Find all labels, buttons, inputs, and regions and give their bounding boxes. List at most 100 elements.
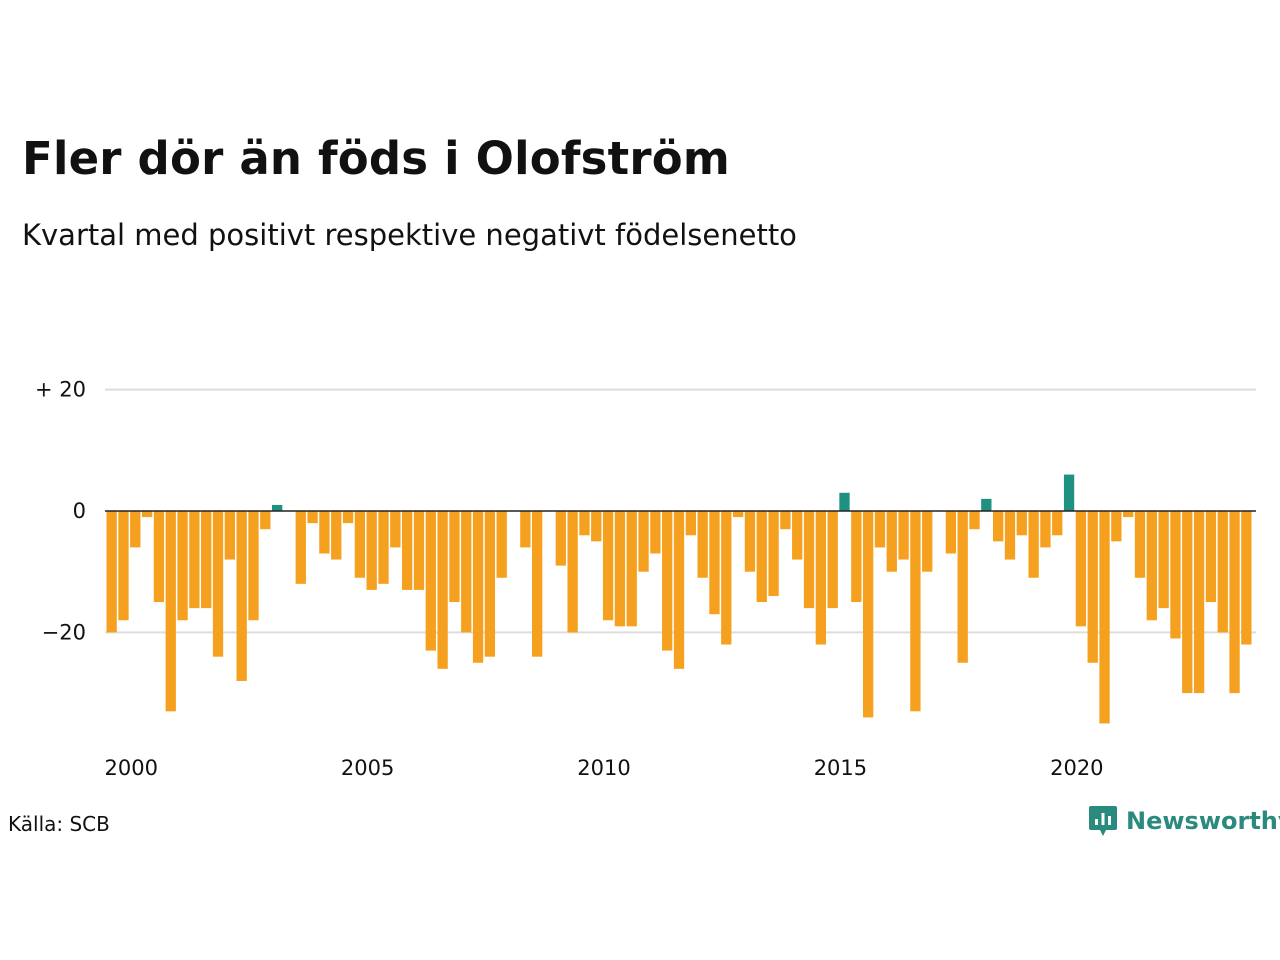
- bar-negative: [201, 511, 212, 609]
- bar-negative: [626, 511, 637, 627]
- bar-negative: [331, 511, 342, 560]
- bar-negative: [591, 511, 602, 542]
- bar-negative: [862, 511, 874, 718]
- bar-negative: [851, 511, 862, 603]
- bar-negative: [1170, 511, 1181, 639]
- bar-negative: [1146, 511, 1157, 621]
- bar-negative: [969, 511, 980, 530]
- bar-negative: [1040, 511, 1051, 548]
- newsworthy-logo-icon: [1089, 806, 1117, 836]
- bar-negative: [260, 511, 271, 530]
- bar-negative: [248, 511, 259, 621]
- bar-negative: [1205, 511, 1217, 603]
- bar-negative: [1052, 511, 1063, 536]
- bar-negative: [922, 511, 933, 572]
- bar-positive: [271, 504, 283, 511]
- bar-negative: [874, 511, 886, 548]
- y-tick-label: + 20: [35, 378, 86, 402]
- bar-negative: [768, 511, 779, 596]
- bar-negative: [437, 511, 448, 669]
- bar-negative: [413, 511, 425, 590]
- y-tick-label: 0: [73, 499, 86, 523]
- bar-negative: [106, 511, 117, 633]
- bar-negative: [165, 511, 176, 712]
- brand-name: Newsworthy: [1126, 807, 1280, 835]
- bar-negative: [484, 511, 496, 657]
- bar-negative: [898, 511, 909, 560]
- bar-negative: [153, 511, 165, 603]
- bar-negative: [1134, 511, 1146, 578]
- y-tick-label: −20: [42, 620, 86, 644]
- bar-negative: [910, 511, 921, 712]
- bar-negative: [662, 511, 673, 651]
- bar-negative: [118, 511, 129, 621]
- bar-negative: [141, 511, 153, 518]
- chart-subtitle: Kvartal med positivt respektive negativt…: [22, 218, 797, 252]
- bar-negative: [792, 511, 803, 560]
- bar-negative: [1075, 511, 1087, 627]
- bar-negative: [803, 511, 815, 609]
- bar-negative: [1158, 511, 1169, 609]
- y-tick-labels: + 20 0 −20: [35, 378, 86, 645]
- bar-negative: [614, 511, 626, 627]
- bar-negative: [342, 511, 354, 524]
- x-tick-label: 2015: [814, 756, 867, 780]
- bar-negative: [945, 511, 957, 554]
- x-tick-label: 2005: [341, 756, 394, 780]
- bar-positive: [1063, 474, 1075, 511]
- bar-negative: [1099, 511, 1110, 724]
- bar-negative: [1111, 511, 1122, 542]
- bar-negative: [378, 511, 389, 584]
- bar-negative: [532, 511, 543, 657]
- bar-negative: [319, 511, 330, 554]
- bar-negative: [520, 511, 531, 548]
- bar-negative: [1229, 511, 1240, 694]
- bar-negative: [827, 511, 838, 609]
- bar-negative: [189, 511, 200, 609]
- x-tick-label: 2000: [105, 756, 158, 780]
- bar-chart: + 20 0 −20 2000 2005 2010 2015 2020: [35, 378, 1256, 780]
- bar-negative: [295, 511, 306, 584]
- bar-negative: [390, 511, 401, 548]
- bar-negative: [1087, 511, 1098, 663]
- bar-negative: [425, 511, 436, 651]
- bar-negative: [461, 511, 472, 633]
- bar-negative: [472, 511, 484, 663]
- bar-negative: [756, 511, 767, 603]
- bar-negative: [993, 511, 1004, 542]
- bar-negative: [236, 511, 247, 681]
- bar-negative: [732, 511, 744, 518]
- bar-negative: [212, 511, 224, 657]
- bars: [106, 474, 1252, 724]
- source-note: Källa: SCB: [8, 812, 110, 836]
- bar-negative: [555, 511, 566, 566]
- bar-negative: [650, 511, 661, 554]
- bar-negative: [579, 511, 590, 536]
- bar-negative: [1123, 511, 1134, 518]
- bar-negative: [1004, 511, 1016, 560]
- bar-positive: [981, 498, 992, 511]
- bar-negative: [602, 511, 614, 621]
- bar-negative: [1241, 511, 1252, 645]
- bar-negative: [354, 511, 366, 578]
- x-tick-label: 2020: [1050, 756, 1103, 780]
- bar-negative: [1028, 511, 1039, 578]
- bar-negative: [402, 511, 413, 590]
- bar-negative: [1016, 511, 1027, 536]
- bar-negative: [744, 511, 756, 572]
- bar-negative: [366, 511, 377, 590]
- bar-negative: [130, 511, 141, 548]
- bar-negative: [780, 511, 791, 530]
- bar-negative: [673, 511, 685, 669]
- bar-negative: [638, 511, 649, 572]
- x-tick-labels: 2000 2005 2010 2015 2020: [105, 756, 1104, 780]
- bar-negative: [886, 511, 897, 572]
- bar-negative: [815, 511, 826, 645]
- bar-negative: [697, 511, 708, 578]
- bar-positive: [839, 492, 850, 511]
- x-tick-label: 2010: [577, 756, 630, 780]
- bar-negative: [957, 511, 968, 663]
- bar-negative: [1217, 511, 1228, 633]
- bar-negative: [496, 511, 507, 578]
- bar-negative: [1182, 511, 1193, 694]
